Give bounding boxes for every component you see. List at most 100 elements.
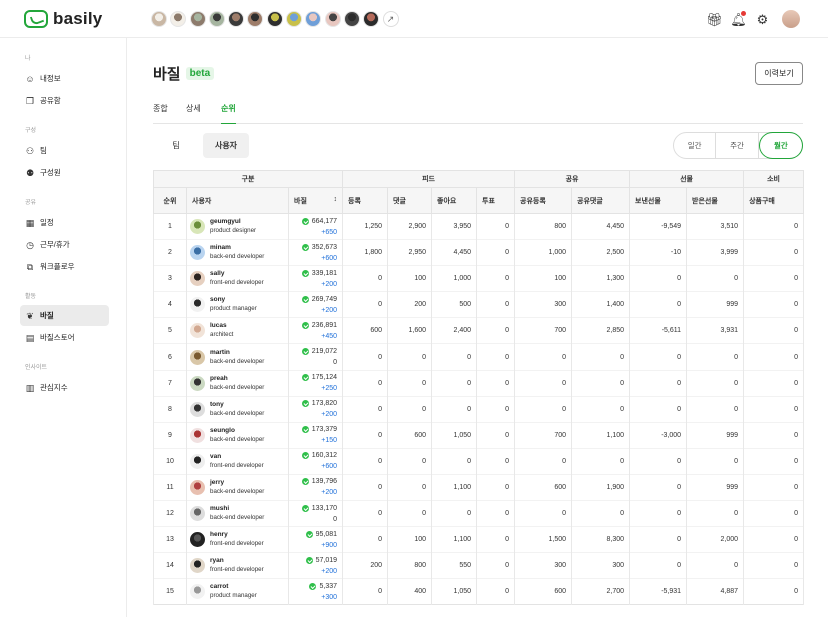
sidebar-item[interactable]: ❦ 바질 xyxy=(20,305,109,326)
value-cell: 0 xyxy=(743,552,805,579)
table-row[interactable]: 6 martin back-end developer 219,072 0 0 0 0 0 0 0 0… xyxy=(153,343,805,371)
team-avatar[interactable] xyxy=(228,11,245,27)
team-avatar[interactable] xyxy=(286,11,303,27)
user-cell[interactable]: lucas architect xyxy=(186,317,289,344)
table-row[interactable]: 2 minam back-end developer 352,673 +600 1,800… xyxy=(153,239,805,266)
user-cell[interactable]: tony back-end developer xyxy=(186,396,289,423)
user-cell[interactable]: ryan front-end developer xyxy=(186,552,289,579)
user-cell[interactable]: martin back-end developer xyxy=(186,343,289,371)
segment-team[interactable]: 팀 xyxy=(172,141,180,150)
bell-icon[interactable]: 🔔︎ xyxy=(730,10,747,27)
col-vote: 투표 xyxy=(476,187,516,214)
value-cell: 0 xyxy=(514,396,573,423)
expand-icon[interactable]: ↗ xyxy=(382,11,399,27)
table-row[interactable]: 8 tony back-end developer 173,820 +200 0 0 0 0 0 0… xyxy=(153,396,805,423)
rank-cell: 3 xyxy=(153,265,187,292)
table-row[interactable]: 15 carrot product manager 5,337 +300 0 400 1,05… xyxy=(153,578,805,605)
team-avatar[interactable] xyxy=(189,11,206,27)
avatar[interactable] xyxy=(782,10,800,28)
sidebar-item[interactable]: ☺ 내정보 xyxy=(20,68,109,89)
value-cell: 2,900 xyxy=(387,213,433,240)
sidebar-item[interactable]: ▤ 바질스토어 xyxy=(20,327,109,348)
gift-icon[interactable]: 🎁︎ xyxy=(706,11,723,27)
value-cell: 0 xyxy=(431,448,478,475)
table-row[interactable]: 7 preah back-end developer 175,124 +250 0 0 0 0 0… xyxy=(153,370,805,397)
team-avatar[interactable] xyxy=(151,11,167,27)
table-row[interactable]: 10 van front-end developer 160,312 +600 0 0 0 0 0… xyxy=(153,448,805,475)
user-cell[interactable]: minam back-end developer xyxy=(186,239,289,266)
sidebar-item[interactable]: ⚇ 팀 xyxy=(20,140,109,161)
team-avatar[interactable] xyxy=(266,11,283,27)
team-avatar[interactable] xyxy=(247,11,264,27)
sidebar-item[interactable]: ◷ 근무/휴가 xyxy=(20,234,109,255)
value-cell: 0 xyxy=(686,448,745,475)
basil-cell: 352,673 +600 xyxy=(288,239,344,266)
share-box-icon: ❐ xyxy=(25,95,35,106)
user-cell[interactable]: seunglo back-end developer xyxy=(186,422,289,449)
table-row[interactable]: 11 jerry back-end developer 139,796 +200 0 0 1,… xyxy=(153,474,805,501)
user-avatar xyxy=(190,401,205,417)
user-cell[interactable]: carrot product manager xyxy=(186,578,289,605)
period-weekly[interactable]: 주간 xyxy=(716,133,759,158)
value-cell: 0 xyxy=(387,343,433,371)
team-avatar[interactable] xyxy=(305,11,322,27)
sidebar-item[interactable]: ⚉ 구성원 xyxy=(20,162,109,183)
period-monthly[interactable]: 월간 xyxy=(758,132,804,159)
logo[interactable]: basily xyxy=(24,9,102,29)
value-cell: 0 xyxy=(743,448,805,475)
sidebar-item[interactable]: ▦ 일정 xyxy=(20,212,109,233)
gear-icon[interactable]: ⚙ xyxy=(756,11,769,27)
team-avatar[interactable] xyxy=(208,11,225,27)
value-cell: 0 xyxy=(743,239,805,266)
user-cell[interactable]: sally front-end developer xyxy=(186,265,289,292)
basil-total: 269,749 xyxy=(311,295,338,303)
table-row[interactable]: 13 henry front-end developer 95,081 +900 0 100… xyxy=(153,526,805,553)
team-avatar[interactable] xyxy=(170,11,187,27)
user-cell[interactable]: geumgyul product designer xyxy=(186,213,289,240)
team-avatar[interactable] xyxy=(343,11,360,27)
team-avatar[interactable] xyxy=(363,11,380,27)
value-cell: 0 xyxy=(431,370,478,397)
team-avatar[interactable] xyxy=(324,11,341,27)
history-button[interactable]: 이력보기 xyxy=(755,62,803,85)
sidebar-item[interactable]: ❐ 공유함 xyxy=(20,90,109,111)
basil-delta: +150 xyxy=(321,437,338,445)
sidebar-item[interactable]: ⧉ 워크플로우 xyxy=(20,256,109,277)
sidebar-item[interactable]: ▥ 관심지수 xyxy=(20,377,109,398)
table-row[interactable]: 1 geumgyul product designer 664,177 +650 1,25… xyxy=(153,213,805,240)
value-cell: 4,450 xyxy=(571,213,631,240)
table-row[interactable]: 4 sony product manager 269,749 +200 0 200 500 0 3… xyxy=(153,291,805,318)
user-avatar xyxy=(190,506,205,522)
period-daily[interactable]: 일간 xyxy=(674,133,717,158)
value-cell: 0 xyxy=(342,526,389,553)
user-cell[interactable]: mushi back-end developer xyxy=(186,500,289,527)
value-cell: 0 xyxy=(476,578,516,605)
value-cell: 0 xyxy=(476,291,516,318)
tab-ranking[interactable]: 순위 xyxy=(221,103,236,124)
value-cell: 0 xyxy=(743,343,805,371)
user-cell[interactable]: preah back-end developer xyxy=(186,370,289,397)
tab-overview[interactable]: 종합 xyxy=(153,104,168,113)
user-cell[interactable]: van front-end developer xyxy=(186,448,289,475)
value-cell: 800 xyxy=(514,213,573,240)
table-row[interactable]: 14 ryan front-end developer 57,019 +200 200 80… xyxy=(153,552,805,579)
sort-icon[interactable]: ↕ xyxy=(333,195,338,203)
value-cell: 500 xyxy=(431,291,478,318)
user-cell[interactable]: sony product manager xyxy=(186,291,289,318)
value-cell: 0 xyxy=(387,396,433,423)
user-cell[interactable]: jerry back-end developer xyxy=(186,474,289,501)
sidebar-item-label: 관심지수 xyxy=(40,383,68,392)
segment-user[interactable]: 사용자 xyxy=(203,133,249,158)
table-row[interactable]: 3 sally front-end developer 339,181 +200 0 100… xyxy=(153,265,805,292)
user-name: carrot xyxy=(210,583,229,591)
value-cell: 4,887 xyxy=(686,578,745,605)
table-row[interactable]: 12 mushi back-end developer 133,170 0 0 0 0 0 0 0 0… xyxy=(153,500,805,527)
basil-total: 664,177 xyxy=(311,217,338,225)
basil-leaf-icon xyxy=(301,478,309,486)
tab-detail[interactable]: 상세 xyxy=(186,104,201,113)
user-name: henry xyxy=(210,531,228,539)
table-row[interactable]: 9 seunglo back-end developer 173,379 +150 0 60… xyxy=(153,422,805,449)
user-cell[interactable]: henry front-end developer xyxy=(186,526,289,553)
col-basil[interactable]: 바질 ↕ xyxy=(287,187,344,214)
table-row[interactable]: 5 lucas architect 236,891 +450 600 1,600 2,400 0… xyxy=(153,317,805,344)
